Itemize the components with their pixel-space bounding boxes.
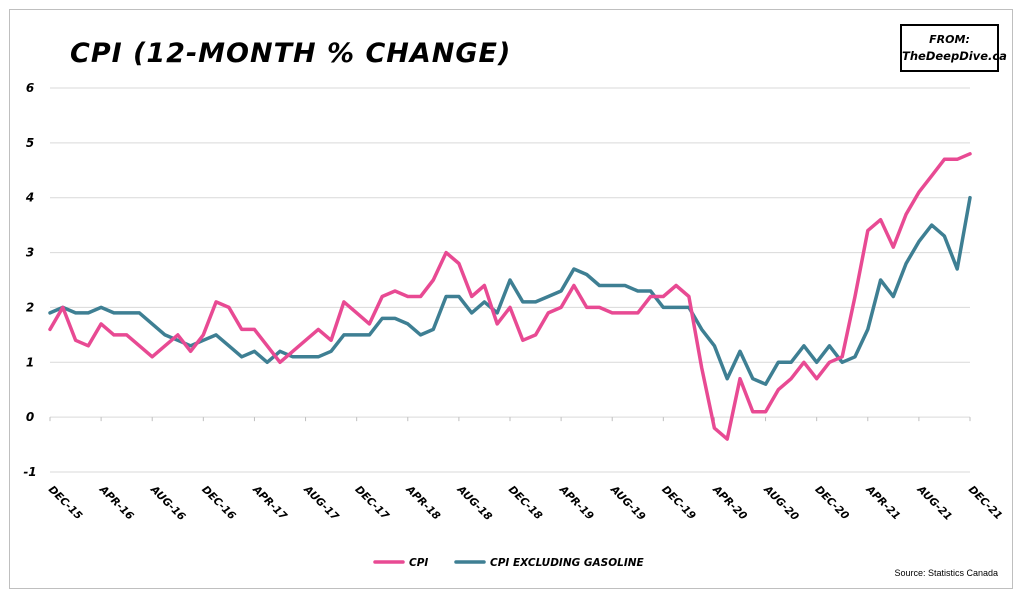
- source-site-box: FROM: TheDeepDive.ca: [900, 24, 1007, 72]
- y-tick-label: -1: [23, 465, 36, 479]
- x-tick-label: APR-17: [250, 483, 290, 523]
- source-note: Source: Statistics Canada: [894, 568, 998, 578]
- x-tick-label: DEC-15: [46, 484, 85, 523]
- y-tick-label: 0: [26, 410, 34, 424]
- legend-cpi-label: CPI: [409, 557, 428, 569]
- cpi-ex-gasoline-series-line: [48, 195, 972, 386]
- x-tick-label: APR-18: [403, 483, 443, 523]
- x-tick-label: AUG-16: [147, 483, 187, 523]
- cpi-series-line: [48, 152, 972, 441]
- x-tick-label: AUG-17: [301, 483, 342, 524]
- y-tick-label: 4: [25, 191, 34, 205]
- x-tick-label: AUG-18: [454, 483, 494, 523]
- chart-title: CPI (12-MONTH % CHANGE): [70, 38, 512, 69]
- x-tick-label: DEC-17: [353, 484, 392, 523]
- y-tick-label: 2: [26, 300, 34, 314]
- x-tick-label: AUG-19: [607, 483, 647, 523]
- x-tick-label: DEC-19: [659, 484, 698, 523]
- x-tick-label: APR-19: [556, 483, 596, 523]
- x-tick-label: DEC-20: [813, 484, 852, 523]
- x-tick-label: AUG-20: [761, 483, 801, 523]
- x-tick-label: DEC-16: [199, 484, 238, 523]
- x-tick-label: DEC-18: [506, 484, 545, 523]
- y-tick-label: 1: [26, 355, 34, 369]
- legend-cpi-ex-gasoline-label: CPI EXCLUDING GASOLINE: [490, 557, 645, 569]
- from-label: FROM:: [929, 33, 970, 46]
- site-name: TheDeepDive.ca: [902, 49, 1007, 63]
- y-tick-label: 6: [26, 81, 34, 95]
- chart-frame: [9, 9, 1013, 589]
- x-tick-label: AUG-21: [914, 483, 954, 523]
- x-tick-label: APR-16: [96, 483, 136, 523]
- x-tick-label: APR-20: [710, 483, 750, 523]
- y-tick-label: 5: [26, 136, 34, 150]
- y-tick-label: 3: [26, 246, 34, 260]
- x-tick-label: DEC-21: [966, 484, 1005, 523]
- x-tick-label: APR-21: [863, 483, 903, 523]
